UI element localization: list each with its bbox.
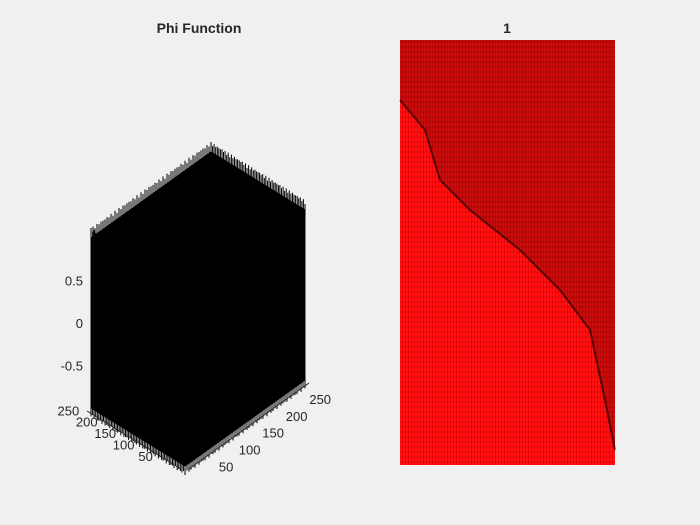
image-plot-title: 1 xyxy=(503,20,511,36)
z-tick-label: 0 xyxy=(76,316,83,331)
contour-region xyxy=(400,40,615,450)
contour-line xyxy=(399,99,616,451)
x-axis-line xyxy=(188,382,310,470)
y-axis-line xyxy=(86,410,182,470)
surface-mesh xyxy=(90,142,306,475)
level-set-image-plot: 1 xyxy=(399,20,616,465)
x-tick-label: 150 xyxy=(262,426,284,441)
phi-surface-plot: Phi Function 501001502002505010015020025… xyxy=(57,20,331,475)
image-contour-texture xyxy=(399,40,616,465)
x-tick-label: 50 xyxy=(219,460,233,475)
y-tick-label: 150 xyxy=(94,426,116,441)
phi-plot-title: Phi Function xyxy=(157,20,242,36)
image-grid-texture xyxy=(400,40,615,465)
y-tick-label: 100 xyxy=(113,438,135,453)
surface-body xyxy=(90,151,306,467)
z-tick-label: 0.5 xyxy=(65,274,83,289)
image-row-texture xyxy=(400,41,615,463)
image-background xyxy=(400,40,615,465)
z-tick-label: -0.5 xyxy=(61,359,83,374)
x-tick-label: 100 xyxy=(239,443,261,458)
x-tick-label: 250 xyxy=(309,392,331,407)
y-tick-label: 50 xyxy=(138,449,152,464)
y-tick-label: 250 xyxy=(57,403,79,418)
y-tick-label: 200 xyxy=(76,415,98,430)
x-tick-label: 200 xyxy=(286,409,308,424)
